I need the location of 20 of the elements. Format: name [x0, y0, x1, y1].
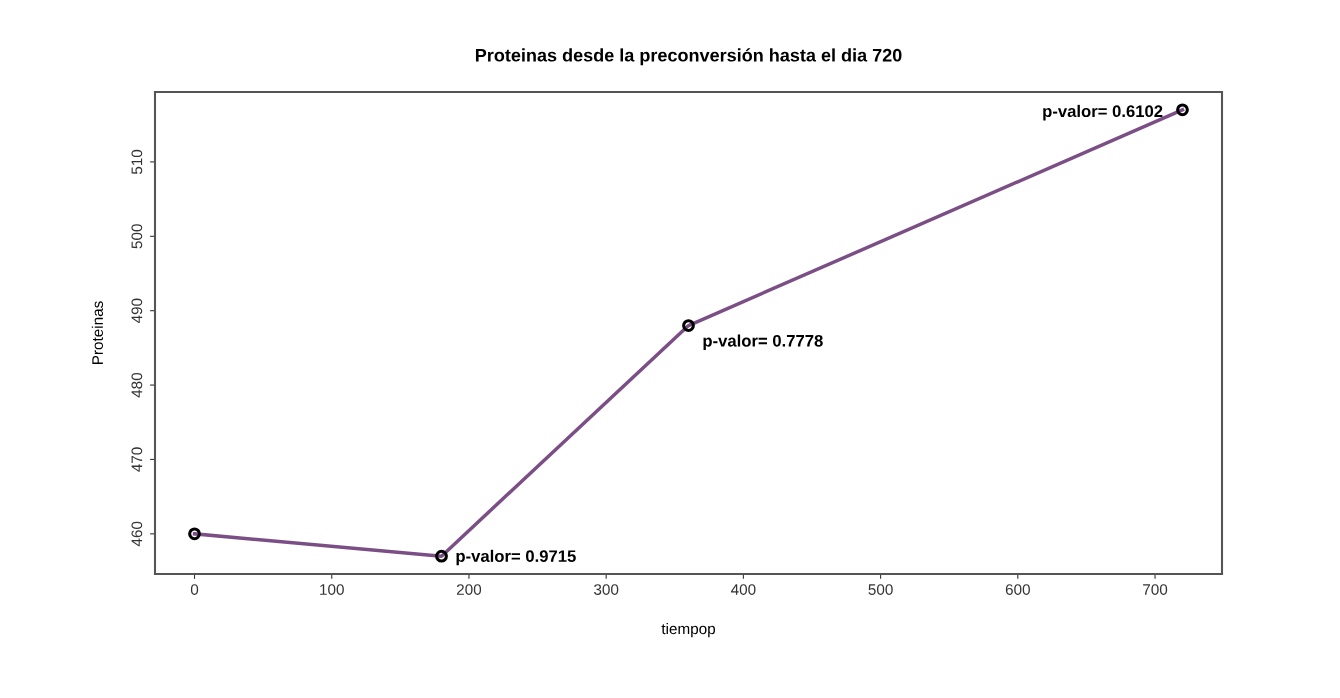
y-tick-label: 460	[131, 521, 143, 547]
x-tick-label: 400	[730, 584, 756, 595]
x-tick-label: 200	[456, 584, 482, 595]
x-tick-label: 600	[1005, 584, 1030, 595]
x-tick-label: 700	[1143, 584, 1168, 595]
y-tick-label: 510	[131, 149, 143, 175]
chart-title: Proteinas desde la preconversión hasta el dia 720	[475, 48, 902, 66]
x-tick-label: 300	[594, 584, 619, 595]
x-axis-title: tiempop	[661, 622, 716, 638]
x-tick-label: 500	[868, 584, 893, 595]
annotation: p-valor= 0.9715	[456, 549, 576, 566]
y-tick-label: 490	[131, 298, 143, 324]
x-tick-label: 0	[190, 584, 199, 595]
y-axis-title: Proteinas	[91, 301, 104, 365]
y-tick-label: 500	[131, 224, 143, 249]
y-tick-label: 480	[131, 372, 143, 398]
annotation: p-valor= 0.7778	[703, 334, 823, 350]
x-tick-label: 100	[320, 584, 344, 595]
y-tick-label: 470	[131, 447, 143, 472]
annotation: p-valor= 0.6102	[1043, 104, 1163, 121]
